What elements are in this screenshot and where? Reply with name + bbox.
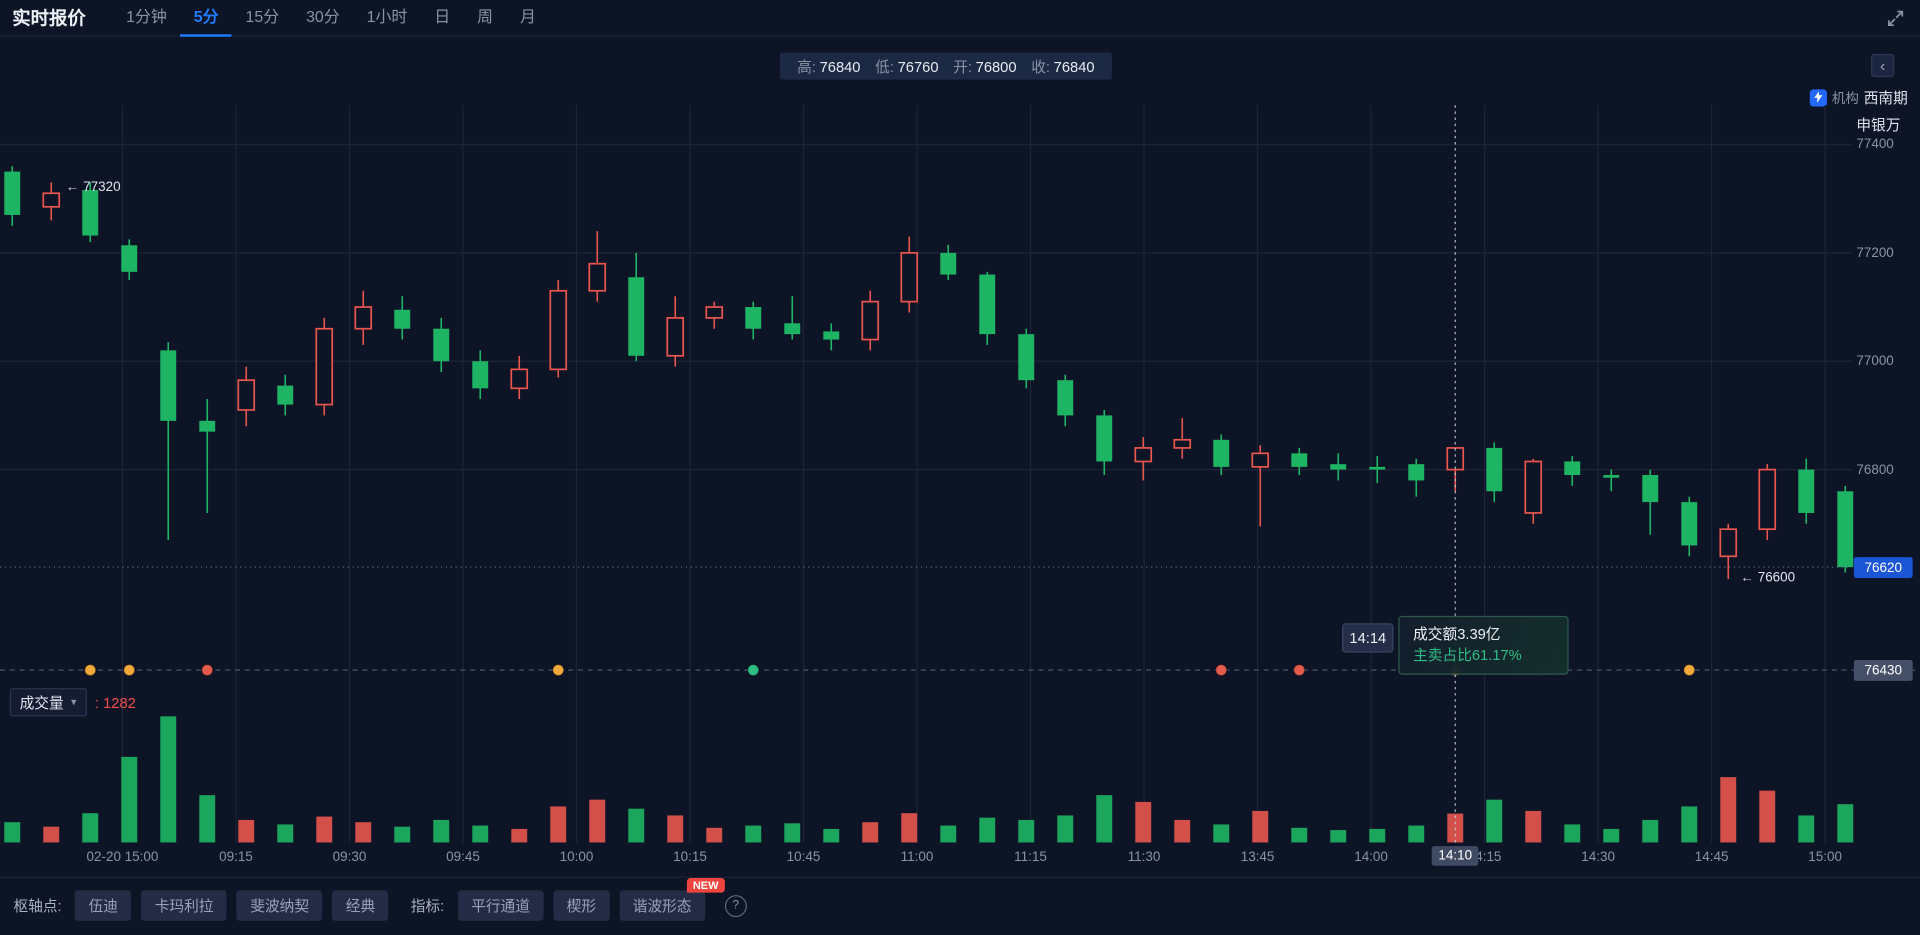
volume-indicator-label: 成交量 <box>19 694 64 712</box>
time-axis-label: 15:00 <box>1808 849 1842 865</box>
candlestick-chart[interactable] <box>0 96 1920 870</box>
ohlc-item: 高: 76840 <box>797 58 861 76</box>
institution-row: 机构 西南期 <box>1809 87 1908 108</box>
chevron-left-icon: ‹ <box>1880 55 1886 75</box>
tab-周[interactable]: 周 <box>477 6 494 26</box>
signal-marker-icon[interactable] <box>123 663 136 677</box>
tab-月[interactable]: 月 <box>520 6 536 26</box>
time-axis-label: 14:45 <box>1694 849 1729 865</box>
indicator-label: 指标: <box>410 897 445 915</box>
top-nav: 实时报价 1分钟 5分 15分 30分 1小时 日 周 月 <box>0 0 1920 37</box>
tab-30分[interactable]: 30分 <box>306 6 340 26</box>
time-axis-label: 10:15 <box>673 849 707 865</box>
volume-value: : 1282 <box>94 693 136 711</box>
signal-marker-icon[interactable] <box>1215 663 1228 677</box>
time-axis-label: 11:15 <box>1014 849 1047 865</box>
ohlc-item: 低: 76760 <box>875 58 939 76</box>
indicator-button-平行通道[interactable]: 平行通道 <box>457 890 544 921</box>
price-axis-label: 77400 <box>1856 137 1894 152</box>
time-axis-label: 14:30 <box>1581 849 1615 865</box>
volume-pane-header: 成交量 ▾ : 1282 <box>9 688 136 717</box>
time-axis-label: 11:00 <box>900 849 934 865</box>
ohlc-item: 开: 76800 <box>953 58 1017 76</box>
indicator-button-group: 平行通道 楔形 谐波形态 NEW <box>457 877 725 921</box>
price-axis-label: 77000 <box>1856 353 1894 369</box>
pivot-label: 枢轴点: <box>13 897 62 915</box>
institution-icon <box>1809 88 1827 106</box>
signal-marker-icon[interactable] <box>552 663 565 677</box>
institution-name[interactable]: 申银万 <box>1856 116 1901 134</box>
time-axis-label: 10:00 <box>559 849 594 865</box>
ohlc-bar: 高: 76840 低: 76760 开: 76800 收: 76840 <box>780 52 1112 80</box>
time-axis-label: 09:30 <box>332 849 367 865</box>
expand-arrows-icon <box>1887 10 1904 26</box>
collapse-panel-button[interactable]: ‹ <box>1871 53 1895 78</box>
signal-marker-icon[interactable] <box>747 663 760 677</box>
pivot-button-经典[interactable]: 经典 <box>332 890 389 921</box>
current-price-badge: 76620 <box>1853 557 1913 579</box>
bottom-toolbar: 枢轴点: 伍迪 卡玛利拉 斐波纳契 经典 指标: 平行通道 楔形 谐波形态 NEW ? <box>10 877 747 921</box>
crosshair-time-chip: 14:14 <box>1342 623 1394 653</box>
chevron-down-icon: ▾ <box>71 695 77 708</box>
help-icon[interactable]: ? <box>724 894 747 917</box>
candles-layer <box>4 166 1854 580</box>
time-axis-label: 14:00 <box>1354 849 1388 865</box>
time-axis-label: 10:45 <box>786 849 821 865</box>
pivot-button-group: 伍迪 卡玛利拉 斐波纳契 经典 <box>75 890 389 921</box>
time-axis-label: 02-20 15:00 <box>86 849 159 865</box>
crosshair-tooltip: 14:14 成交额3.39亿 主卖占比61.17% <box>1342 615 1569 675</box>
sell-ratio-text: 主卖占比61.17% <box>1413 646 1522 664</box>
indicator-button-楔形[interactable]: 楔形 <box>553 890 610 921</box>
volume-indicator-selector[interactable]: 成交量 ▾ <box>9 688 87 717</box>
signal-marker-icon[interactable] <box>1293 663 1306 677</box>
signal-marker-icon[interactable] <box>1683 663 1696 677</box>
crosshair-tooltip-box: 成交额3.39亿 主卖占比61.17% <box>1398 615 1569 675</box>
signal-marker-icon[interactable] <box>201 663 214 677</box>
time-axis-label: 13:45 <box>1240 849 1275 865</box>
new-badge: NEW <box>686 877 725 893</box>
tab-日[interactable]: 日 <box>434 6 451 26</box>
page-title: 实时报价 <box>12 8 86 30</box>
low-price-annotation: ← 76600 <box>1740 570 1796 586</box>
tab-1分钟[interactable]: 1分钟 <box>126 6 167 26</box>
institution-name[interactable]: 西南期 <box>1863 89 1908 107</box>
tab-15分[interactable]: 15分 <box>245 6 280 26</box>
pivot-button-斐波纳契[interactable]: 斐波纳契 <box>236 890 323 921</box>
indicator-button-谐波形态[interactable]: 谐波形态 NEW <box>619 877 725 921</box>
tab-1小时[interactable]: 1小时 <box>366 6 408 26</box>
price-axis-label: 77200 <box>1856 245 1894 261</box>
toolbar-divider <box>0 876 1920 878</box>
price-axis-label: 76800 <box>1856 462 1894 477</box>
grid-lines <box>0 105 1852 843</box>
turnover-text: 成交额3.39亿 <box>1413 625 1501 643</box>
ohlc-item: 收: 76840 <box>1031 58 1095 76</box>
crosshair-time-badge: 14:10 <box>1432 846 1479 866</box>
signal-marker-icon[interactable] <box>84 663 97 677</box>
pivot-button-卡玛利拉[interactable]: 卡玛利拉 <box>141 890 227 921</box>
interval-tabs: 1分钟 5分 15分 30分 1小时 日 周 月 <box>113 0 550 37</box>
volume-layer <box>4 716 1854 843</box>
time-axis-label: 11:30 <box>1127 849 1161 865</box>
high-price-annotation: ← 77320 <box>65 180 121 196</box>
fullscreen-icon[interactable] <box>1886 9 1906 29</box>
time-axis-label: 09:45 <box>446 849 480 865</box>
pivot-button-伍迪[interactable]: 伍迪 <box>75 890 132 921</box>
time-axis-label: 09:15 <box>219 849 253 865</box>
tab-5分[interactable]: 5分 <box>180 0 233 37</box>
institution-label: 机构 <box>1831 91 1859 106</box>
level-lines <box>0 566 1920 671</box>
price-level-badge: 76430 <box>1853 660 1913 682</box>
